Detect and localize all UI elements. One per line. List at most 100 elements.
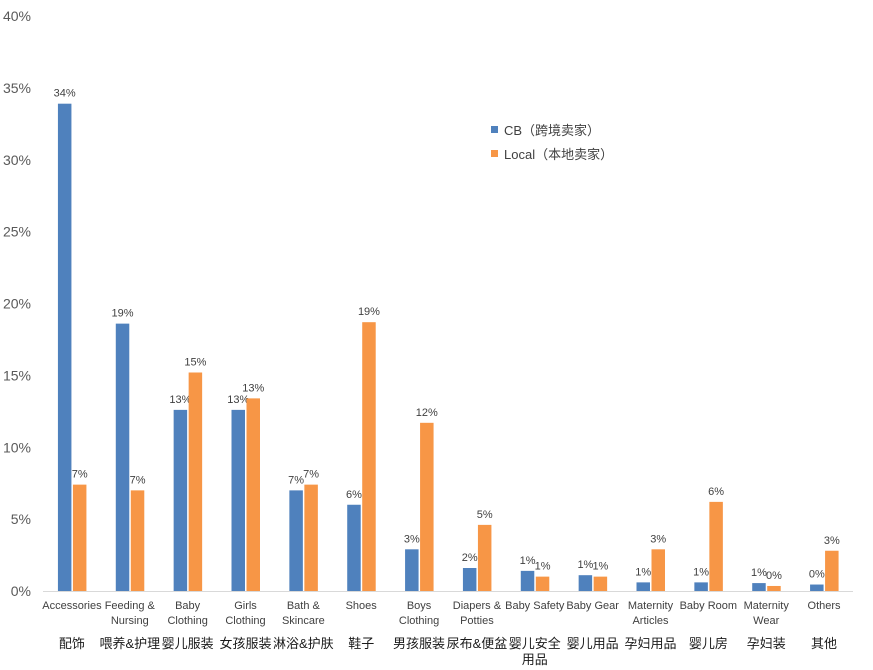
x-tick-label: Shoes bbox=[345, 600, 377, 612]
x-tick-label-zh: 孕妇用品 bbox=[624, 636, 677, 651]
x-tick-label: Baby Safety bbox=[505, 600, 565, 612]
local-data-label: 7% bbox=[130, 474, 146, 486]
cb-data-label: 13% bbox=[169, 394, 191, 406]
x-tick-label-zh: 淋浴&护肤 bbox=[273, 636, 334, 651]
x-tick-label-zh: 男孩服装 bbox=[393, 636, 446, 651]
cb-data-label: 1% bbox=[635, 566, 651, 578]
y-tick-label: 5% bbox=[11, 511, 31, 527]
legend-label-cb: CB（跨境卖家） bbox=[504, 122, 601, 138]
x-tick-label-zh: 鞋子 bbox=[348, 636, 375, 651]
y-tick-label: 20% bbox=[3, 296, 31, 312]
cb-bar bbox=[231, 409, 245, 591]
x-tick-label-zh: 婴儿安全用品 bbox=[508, 636, 561, 667]
x-tick-label-zh: 喂养&护理 bbox=[99, 636, 161, 651]
x-tick-label: Bath & Skincare bbox=[281, 600, 325, 627]
local-data-label: 12% bbox=[416, 407, 438, 419]
local-bar bbox=[130, 490, 145, 591]
local-bar bbox=[651, 549, 665, 591]
cb-bar bbox=[115, 323, 130, 591]
x-tick-label: Accessories bbox=[42, 600, 102, 612]
cb-bar bbox=[520, 570, 535, 591]
cb-data-label: 2% bbox=[462, 552, 478, 564]
x-tick-label: Baby Clothing bbox=[167, 600, 208, 627]
local-bar bbox=[246, 398, 260, 591]
local-data-label: 13% bbox=[242, 382, 264, 394]
y-tick-label: 15% bbox=[3, 367, 31, 383]
x-tick-label: Boys Clothing bbox=[398, 600, 440, 627]
x-tick-label-zh: 婴儿用品 bbox=[566, 636, 619, 651]
cb-data-label: 3% bbox=[404, 533, 420, 545]
local-bar bbox=[767, 585, 781, 591]
cb-bar bbox=[578, 575, 593, 591]
local-data-label: 1% bbox=[592, 561, 608, 573]
local-bar bbox=[825, 550, 839, 591]
local-data-label: 19% bbox=[358, 306, 380, 318]
legend-item-cb: CB（跨境卖家） bbox=[491, 117, 613, 141]
x-tick-label: Diapers & Potties bbox=[452, 600, 502, 627]
cb-bar bbox=[810, 584, 824, 591]
local-bar bbox=[420, 422, 434, 591]
x-tick-label-zh: 婴儿服装 bbox=[161, 636, 214, 651]
x-tick-label: Others bbox=[807, 600, 841, 612]
local-data-label: 5% bbox=[477, 509, 493, 521]
x-tick-label: Baby Gear bbox=[566, 600, 619, 612]
local-bar bbox=[593, 576, 608, 591]
cb-data-label: 34% bbox=[54, 88, 76, 100]
legend-swatch-cb bbox=[491, 125, 498, 133]
x-tick-label-zh: 尿布&便盆 bbox=[446, 636, 508, 651]
cb-bar bbox=[173, 409, 188, 591]
cb-data-label: 19% bbox=[112, 308, 134, 320]
cb-bar bbox=[752, 583, 766, 591]
cb-data-label: 6% bbox=[346, 489, 362, 501]
y-tick-label: 40% bbox=[3, 8, 31, 24]
cb-data-label: 1% bbox=[693, 566, 709, 578]
local-data-label: 3% bbox=[824, 535, 840, 547]
local-data-label: 7% bbox=[72, 469, 88, 481]
local-data-label: 1% bbox=[535, 561, 551, 573]
x-tick-label: Maternity Articles bbox=[627, 600, 674, 627]
legend-label-local: Local（本地卖家） bbox=[504, 146, 614, 162]
cb-data-label: 7% bbox=[288, 474, 304, 486]
cb-data-label: 1% bbox=[520, 555, 536, 567]
legend: CB（跨境卖家） Local（本地卖家） bbox=[491, 117, 613, 165]
local-bar bbox=[188, 372, 203, 591]
x-tick-label-zh: 其他 bbox=[811, 636, 838, 651]
local-bar bbox=[362, 322, 376, 591]
cb-bar bbox=[57, 103, 72, 591]
local-bar bbox=[304, 484, 318, 591]
legend-item-local: Local（本地卖家） bbox=[491, 141, 613, 165]
cb-bar bbox=[405, 549, 419, 591]
local-data-label: 15% bbox=[184, 357, 206, 369]
cb-bar bbox=[347, 504, 361, 591]
x-tick-label: Baby Room bbox=[679, 600, 738, 612]
cb-bar bbox=[694, 582, 708, 591]
local-bar bbox=[535, 576, 550, 591]
local-bar bbox=[477, 524, 492, 591]
x-tick-label: Maternity Wear bbox=[743, 600, 789, 627]
x-tick-label-zh: 婴儿房 bbox=[688, 636, 728, 651]
legend-swatch-local bbox=[491, 149, 498, 157]
x-tick-label-zh: 孕妇装 bbox=[746, 636, 786, 651]
local-data-label: 0% bbox=[766, 570, 782, 582]
local-bar bbox=[72, 484, 87, 591]
cb-bar bbox=[289, 490, 303, 591]
y-tick-label: 10% bbox=[3, 439, 31, 455]
x-tick-label-zh: 女孩服装 bbox=[219, 636, 272, 651]
local-bar bbox=[709, 501, 723, 591]
cb-data-label: 13% bbox=[227, 394, 249, 406]
cb-data-label: 1% bbox=[577, 559, 593, 571]
cb-data-label: 1% bbox=[751, 567, 767, 579]
cb-data-label: 0% bbox=[809, 569, 825, 581]
x-tick-label-zh: 配饰 bbox=[58, 636, 85, 651]
x-tick-label: Feeding & Nursing bbox=[104, 600, 155, 627]
local-data-label: 6% bbox=[708, 486, 724, 498]
y-tick-label: 25% bbox=[3, 224, 31, 240]
y-tick-label: 35% bbox=[3, 80, 31, 96]
cb-bar bbox=[462, 568, 477, 591]
x-tick-label: Girls Clothing bbox=[225, 600, 266, 627]
local-data-label: 7% bbox=[303, 469, 319, 481]
y-tick-label: 30% bbox=[3, 152, 31, 168]
y-tick-label: 0% bbox=[11, 583, 31, 599]
local-data-label: 3% bbox=[650, 533, 666, 545]
